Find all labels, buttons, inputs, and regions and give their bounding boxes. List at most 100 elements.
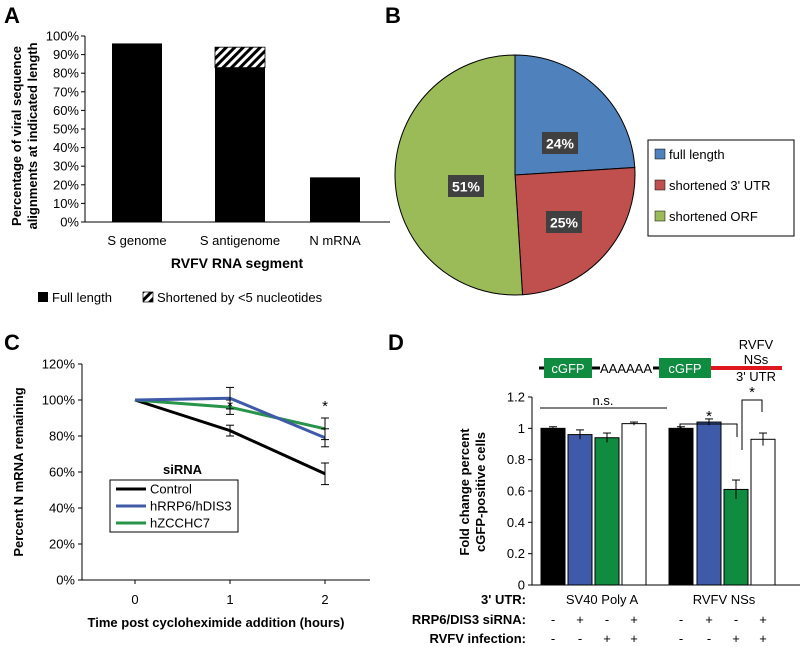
construct1-cgfp-label: cGFP xyxy=(551,361,584,376)
panel-c-legend-label: hZCCHC7 xyxy=(150,516,210,531)
panel-d-bar xyxy=(696,421,722,586)
construct1-cgfp-box xyxy=(544,358,592,378)
panel-d-bar xyxy=(621,423,647,586)
panel-a-ytick-label: 60% xyxy=(53,103,79,118)
panel-a-bar-shortened xyxy=(214,46,266,69)
sirna-sign: - xyxy=(734,612,738,627)
panel-c: Percent N mRNA remaining 0% 20% 40% 60% 80% 1… xyxy=(11,357,370,630)
panel-a-ytick-label: 80% xyxy=(53,66,79,81)
panel-d-bar xyxy=(540,427,566,586)
infection-sign: + xyxy=(603,631,611,646)
panel-a-bar-full-length xyxy=(310,177,360,222)
pie-legend-label: shortened ORF xyxy=(669,209,758,224)
panel-d-ytick-label: 0.2 xyxy=(507,546,525,561)
panel-letter-b: B xyxy=(385,3,401,28)
panel-c-ytick-label: 120% xyxy=(42,357,76,372)
sirna-sign: - xyxy=(605,612,609,627)
pie-label-51: 51% xyxy=(452,179,481,195)
sirna-sign: + xyxy=(630,612,638,627)
panel-c-ytick-label: 80% xyxy=(49,429,75,444)
pie-label-25: 25% xyxy=(550,215,579,231)
panel-a-ylabel-line1: Percentage of viral sequence xyxy=(9,46,24,226)
panel-c-ytick-label: 0% xyxy=(56,573,75,588)
panel-c-xtick-label: 2 xyxy=(321,592,328,607)
panel-d-bar xyxy=(594,437,620,586)
panel-c-ytick-label: 60% xyxy=(49,465,75,480)
ns-label: n.s. xyxy=(593,393,614,408)
pie-label-background xyxy=(542,132,578,154)
panel-d-ytick-label: 0.8 xyxy=(507,452,525,467)
panel-d-bar xyxy=(668,427,694,586)
pie-legend-swatch xyxy=(654,148,666,160)
panel-a-xtick-label: S genome xyxy=(107,233,166,248)
panel-a: Percentage of viral sequence alignments … xyxy=(9,29,390,305)
construct1-polya: AAAAAA xyxy=(600,361,652,376)
sirna-sign: + xyxy=(705,612,713,627)
panel-c-xtick-label: 1 xyxy=(226,592,233,607)
panel-c-ytick-label: 40% xyxy=(49,501,75,516)
panel-d-ytick-label: 0 xyxy=(518,578,525,593)
infection-sign: - xyxy=(578,631,582,646)
panel-d-bar xyxy=(750,438,776,586)
panel-d-ylabel-line1: Fold change percent xyxy=(457,428,472,556)
panel-a-xtick-label: S antigenome xyxy=(200,233,280,248)
panel-c-asterisk-2: * xyxy=(322,398,328,415)
panel-c-xlabel: Time post cycloheximide addition (hours) xyxy=(88,615,345,630)
panel-c-ytick-label: 100% xyxy=(42,393,76,408)
panel-a-ytick-label: 50% xyxy=(53,122,79,137)
legend-swatch-shortened xyxy=(142,291,154,303)
pie-legend-swatch xyxy=(654,210,666,222)
panel-a-ytick-label: 90% xyxy=(53,47,79,62)
pie-legend-box xyxy=(647,139,795,237)
panel-a-ytick-label: 0% xyxy=(60,215,79,230)
pie-label-background xyxy=(546,211,582,233)
panel-d-ytick-label: 1 xyxy=(518,421,525,436)
legend-label-shortened: Shortened by <5 nucleotides xyxy=(157,290,323,305)
infection-sign: + xyxy=(732,631,740,646)
panel-a-xlabel: RVFV RNA segment xyxy=(171,255,304,271)
pie-slice-full-length xyxy=(514,54,636,176)
infection-sign: - xyxy=(679,631,683,646)
row-label-infection: RVFV infection: xyxy=(429,631,526,646)
panel-c-asterisk-1: * xyxy=(227,398,233,415)
legend-swatch-full-length xyxy=(38,292,48,302)
panel-a-xtick-label: N mRNA xyxy=(309,233,361,248)
panel-d-ylabel-line2: cGFP-positive cells xyxy=(473,432,488,552)
infection-sign: - xyxy=(551,631,555,646)
panel-a-ytick-label: 100% xyxy=(46,29,80,44)
pie-legend-swatch xyxy=(654,179,666,191)
panel-a-ytick-label: 40% xyxy=(53,140,79,155)
construct2-cgfp-label: cGFP xyxy=(668,361,701,376)
construct2-label-utr: 3' UTR xyxy=(736,369,776,384)
panel-c-ylabel: Percent N mRNA remaining xyxy=(11,387,26,556)
pie-legend-label: shortened 3' UTR xyxy=(669,178,770,193)
panel-a-bar-full-length xyxy=(112,43,162,222)
utr-group-sv40: SV40 Poly A xyxy=(566,592,639,607)
construct2-label-rvfv: RVFV xyxy=(739,337,774,352)
panel-c-xtick-label: 0 xyxy=(131,592,138,607)
sirna-sign: + xyxy=(759,612,767,627)
panel-d-bar xyxy=(567,434,593,586)
panel-c-ytick-label: 20% xyxy=(49,537,75,552)
panel-letter-c: C xyxy=(4,330,20,355)
panel-a-bar-full-length xyxy=(215,67,265,223)
significance-bracket-2 xyxy=(741,399,763,450)
infection-sign: - xyxy=(707,631,711,646)
panel-a-ytick-label: 70% xyxy=(53,84,79,99)
infection-sign: + xyxy=(630,631,638,646)
utr-group-rvfv: RVFV NSs xyxy=(693,592,756,607)
row-label-utr: 3' UTR: xyxy=(481,592,526,607)
panel-letter-a: A xyxy=(4,3,20,28)
row-label-sirna: RRP6/DIS3 siRNA: xyxy=(412,612,526,627)
panel-d: cGFP AAAAAA cGFP RVFV NSs 3' UTR Fold ch… xyxy=(412,337,800,646)
sirna-sign: - xyxy=(551,612,555,627)
panel-c-legend-label: Control xyxy=(150,482,192,497)
panel-letter-d: D xyxy=(388,330,404,355)
panel-d-ytick-label: 0.6 xyxy=(507,484,525,499)
construct2-label-nss: NSs xyxy=(744,352,769,367)
panel-a-ylabel-line2: alignments at indicated length xyxy=(25,42,40,229)
construct2-cgfp-box xyxy=(659,358,711,378)
panel-a-ytick-label: 10% xyxy=(53,196,79,211)
pie-label-24: 24% xyxy=(546,136,575,152)
